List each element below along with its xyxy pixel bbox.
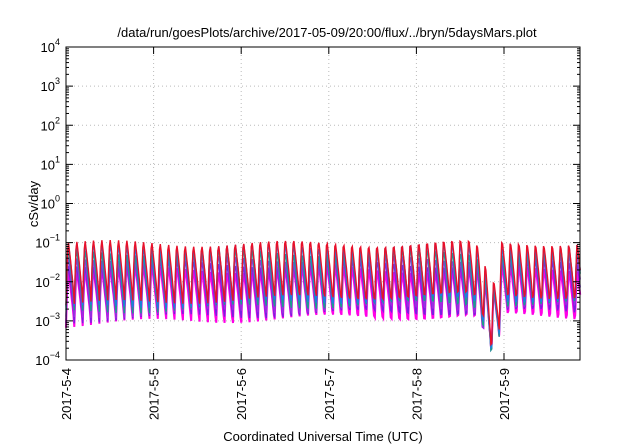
y-tick-label: 10−2 (35, 272, 60, 290)
x-tick-label: 2017-5-9 (497, 368, 512, 420)
x-tick-label: 2017-5-5 (147, 368, 162, 420)
x-axis-label: Coordinated Universal Time (UTC) (223, 429, 422, 444)
y-tick-label: 101 (41, 154, 60, 172)
y-tick-label: 10−3 (35, 311, 60, 329)
series-line-0 (65, 239, 581, 347)
y-axis-label: cSv/day (26, 180, 41, 227)
x-tick-label: 2017-5-7 (322, 368, 337, 420)
tick-marks (65, 46, 580, 361)
y-tick-label: 10−1 (35, 233, 60, 251)
x-tick-labels: 2017-5-4 2017-5-5 2017-5-6 2017-5-7 2017-5-8… (59, 368, 512, 420)
y-tick-label: 100 (41, 194, 60, 212)
grid (66, 47, 580, 360)
x-tick-label: 2017-5-8 (409, 368, 424, 420)
y-tick-label: 103 (41, 76, 60, 94)
y-tick-label: 102 (41, 115, 60, 133)
series-group (65, 239, 582, 353)
x-tick-label: 2017-5-4 (59, 368, 74, 420)
chart-title: /data/run/goesPlots/archive/2017-05-09/2… (117, 25, 537, 40)
y-tick-label: 104 (41, 37, 60, 55)
series-line-1 (65, 243, 581, 350)
y-tick-label: 10−4 (35, 350, 60, 368)
x-tick-label: 2017-5-6 (234, 368, 249, 420)
